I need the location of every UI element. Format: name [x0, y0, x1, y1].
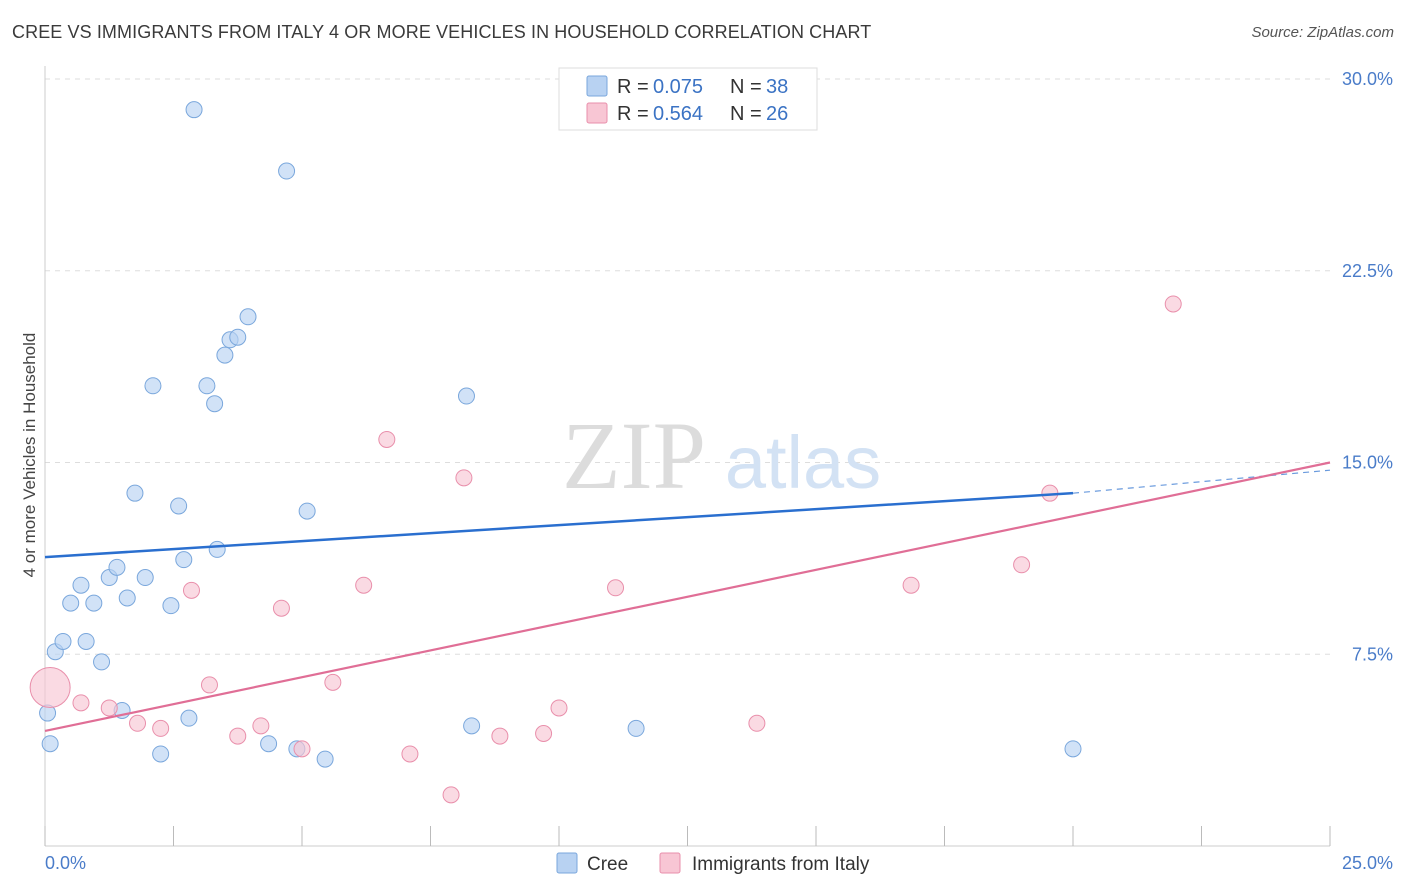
point-cree-24 [216, 346, 234, 364]
bottom-legend: Cree Immigrants from Italy [556, 852, 870, 875]
point-italy-4 [152, 719, 170, 737]
point-cree-33 [457, 387, 475, 405]
legend-box: R = 0.075 N = 38 R = 0.564 N = 26 [558, 67, 818, 131]
point-cree-20 [185, 101, 203, 119]
point-cree-28 [260, 735, 278, 753]
watermark-atlas: atlas [725, 421, 881, 504]
y-tick-label-3: 30.0% [1342, 69, 1393, 89]
point-italy-2 [100, 699, 118, 717]
point-italy-25 [1164, 295, 1182, 313]
point-cree-13 [136, 569, 154, 587]
y-axis-label: 4 or more Vehicles in Household [20, 333, 39, 578]
legend-r-value-italy: 0.564 [653, 103, 703, 125]
point-italy-19 [550, 699, 568, 717]
point-italy-0 [29, 666, 71, 708]
point-cree-34 [463, 717, 481, 735]
point-cree-27 [239, 308, 257, 326]
bottom-legend-label-cree: Cree [587, 854, 628, 875]
bottom-legend-label-italy: Immigrants from Italy [692, 854, 870, 875]
y-tick-label-1: 15.0% [1342, 453, 1393, 473]
x-tick-label-0: 0.0% [45, 853, 86, 873]
point-italy-10 [293, 740, 311, 758]
point-italy-20 [607, 579, 625, 597]
legend-swatch-italy [586, 102, 608, 124]
point-cree-23 [208, 540, 226, 558]
point-italy-18 [535, 725, 553, 743]
point-italy-15 [442, 786, 460, 804]
point-cree-35 [627, 719, 645, 737]
point-cree-36 [1064, 740, 1082, 758]
chart-title: CREE VS IMMIGRANTS FROM ITALY 4 OR MORE … [12, 22, 872, 42]
point-italy-1 [72, 694, 90, 712]
point-cree-18 [175, 551, 193, 569]
point-cree-32 [316, 750, 334, 768]
legend-r-label-italy: R = [617, 103, 649, 125]
point-cree-22 [206, 395, 224, 413]
point-cree-15 [152, 745, 170, 763]
point-italy-16 [455, 469, 473, 487]
point-cree-21 [198, 377, 216, 395]
trend-line-cree [44, 491, 1074, 559]
point-italy-8 [252, 717, 270, 735]
point-italy-5 [182, 581, 200, 599]
y-tick-label-0: 7.5% [1352, 644, 1393, 664]
point-italy-13 [378, 430, 396, 448]
legend-r-value-cree: 0.075 [653, 76, 703, 98]
point-cree-9 [108, 558, 126, 576]
legend-n-label-cree: N = [730, 76, 762, 98]
watermark-zip: ZIP [562, 402, 706, 509]
x-tick-label-1: 25.0% [1342, 853, 1393, 873]
legend-n-value-italy: 26 [766, 103, 788, 125]
point-italy-14 [401, 745, 419, 763]
legend-r-label-cree: R = [617, 76, 649, 98]
legend-n-value-cree: 38 [766, 76, 788, 98]
point-italy-22 [902, 576, 920, 594]
legend-swatch-cree [586, 75, 608, 97]
bottom-legend-swatch-italy [659, 852, 681, 874]
y-tick-label-2: 22.5% [1342, 261, 1393, 281]
point-cree-7 [93, 653, 111, 671]
legend-n-label-italy: N = [730, 103, 762, 125]
data-points [29, 101, 1182, 804]
point-italy-12 [355, 576, 373, 594]
point-cree-6 [85, 594, 103, 612]
trend-line-italy [44, 461, 1331, 733]
source-label: Source: ZipAtlas.com [1251, 24, 1394, 41]
point-cree-16 [162, 597, 180, 615]
point-italy-17 [491, 727, 509, 745]
point-cree-14 [144, 377, 162, 395]
point-cree-29 [278, 162, 296, 180]
tick-labels: 7.5% 15.0% 22.5% 30.0% 0.0% 25.0% [45, 69, 1393, 873]
watermark: ZIP atlas [562, 402, 881, 509]
point-cree-12 [126, 484, 144, 502]
point-italy-7 [229, 727, 247, 745]
point-cree-26 [229, 328, 247, 346]
point-cree-3 [62, 594, 80, 612]
point-cree-17 [170, 497, 188, 515]
point-cree-31 [298, 502, 316, 520]
point-cree-37 [41, 735, 59, 753]
point-cree-5 [77, 632, 95, 650]
point-cree-4 [72, 576, 90, 594]
point-italy-6 [200, 676, 218, 694]
point-italy-11 [324, 673, 342, 691]
bottom-legend-swatch-cree [556, 852, 578, 874]
point-cree-11 [118, 589, 136, 607]
point-italy-23 [1013, 556, 1031, 574]
point-cree-2 [54, 632, 72, 650]
point-italy-9 [272, 599, 290, 617]
point-italy-21 [748, 714, 766, 732]
point-cree-19 [180, 709, 198, 727]
trend-lines [44, 461, 1331, 733]
gridlines [45, 78, 1330, 655]
axes [44, 66, 1331, 847]
point-italy-3 [129, 714, 147, 732]
